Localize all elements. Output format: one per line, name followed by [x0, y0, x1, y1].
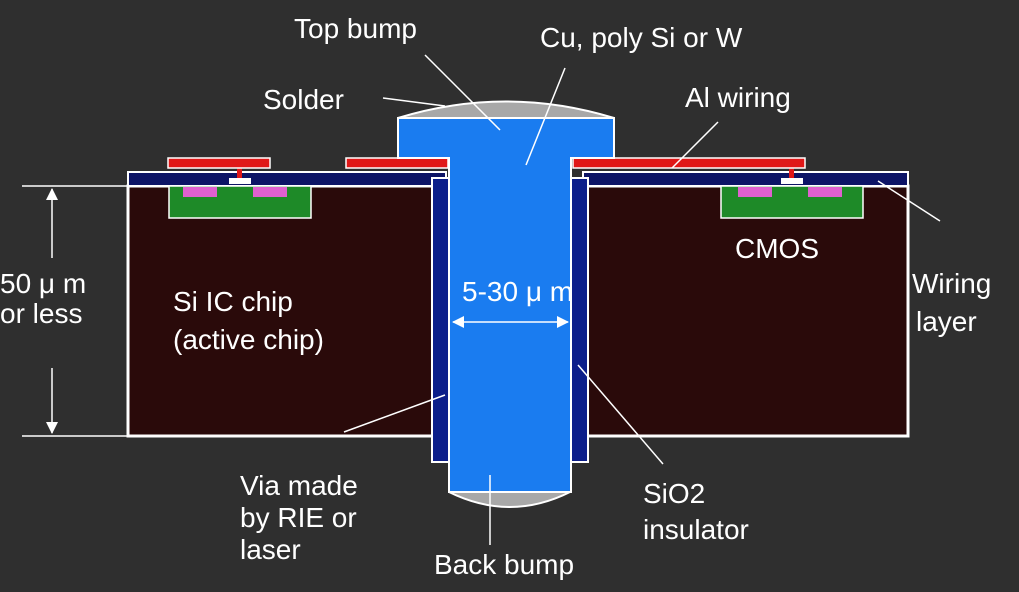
- label-chip-line1: Si IC chip: [173, 286, 293, 317]
- label-wiring-line1: Wiring: [912, 268, 992, 299]
- label-via-line1: Via made: [240, 470, 358, 501]
- leader-solder: [382, 97, 446, 107]
- label-solder: Solder: [263, 84, 344, 115]
- left-cmos-diffusion-b: [253, 187, 287, 197]
- label-top-bump: Top bump: [294, 13, 417, 44]
- label-al-wiring: Al wiring: [685, 82, 791, 113]
- label-via-line2: by RIE or: [240, 502, 357, 533]
- label-via-width: 5-30 μ m: [462, 276, 574, 307]
- label-back-bump: Back bump: [434, 549, 575, 580]
- label-chip-line2: (active chip): [173, 324, 324, 355]
- left-gate-contact: [229, 178, 251, 184]
- via-width-arrow-right: [557, 316, 569, 328]
- al-wiring-left-small: [167, 157, 271, 169]
- al-wiring-right: [572, 157, 806, 169]
- leader-via: [343, 394, 446, 433]
- label-cmos: CMOS: [735, 233, 819, 264]
- left-wiring-layer: [127, 171, 447, 187]
- right-gate-contact: [781, 178, 803, 184]
- label-thickness-line1: 50 μ m: [0, 268, 87, 299]
- left-cmos-diffusion-a: [183, 187, 217, 197]
- via-width-arrow-left: [452, 316, 464, 328]
- label-cu-poly-w: Cu, poly Si or W: [540, 22, 743, 53]
- label-thickness-line2: or less: [0, 298, 83, 329]
- sio2-liner-left: [431, 177, 451, 463]
- label-sio2-line1: SiO2: [643, 478, 706, 509]
- label-sio2-line2: insulator: [643, 514, 749, 545]
- label-wiring-line2: layer: [916, 306, 977, 337]
- right-cmos-diffusion-a: [738, 187, 772, 197]
- leader-cu: [525, 67, 566, 166]
- sio2-liner-right: [569, 177, 589, 463]
- dim-arrow-bottom: [46, 422, 58, 434]
- al-wiring-left-via: [345, 157, 449, 169]
- leader-al-wiring: [671, 121, 719, 169]
- dim-arrow-top: [46, 188, 58, 200]
- via-metal-fill: [397, 117, 615, 493]
- right-si-chip: [581, 184, 910, 438]
- leader-top-bump: [424, 54, 501, 131]
- right-cmos-diffusion-b: [808, 187, 842, 197]
- leader-wiring-layer: [877, 180, 941, 222]
- back-solder-cap: [448, 491, 571, 508]
- left-si-chip: [126, 184, 448, 438]
- right-gate-stem: [789, 168, 794, 178]
- right-wiring-layer: [582, 171, 909, 187]
- left-gate-stem: [237, 168, 242, 178]
- label-via-line3: laser: [240, 534, 301, 565]
- top-solder-cap: [397, 100, 615, 119]
- leader-sio2: [577, 364, 664, 465]
